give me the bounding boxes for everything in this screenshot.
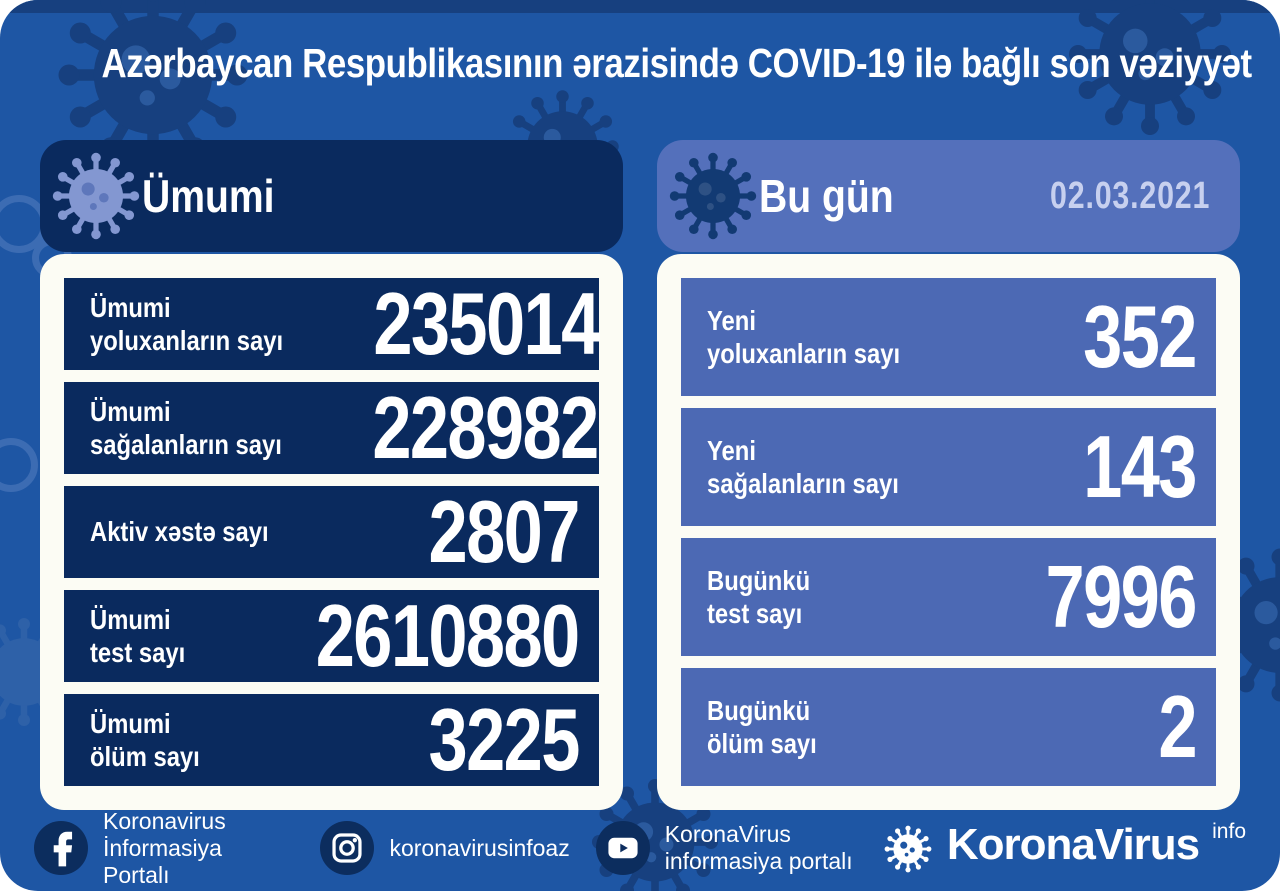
stat-row-total-recovered: Ümumi sağalanların sayı 228982 <box>64 382 599 474</box>
virus-icon <box>665 148 761 244</box>
top-strip-decoration <box>0 0 1280 13</box>
stat-row-today-deaths: Bugünkü ölüm sayı 2 <box>681 668 1216 786</box>
page-title: Azərbaycan Respublikasının ərazisində CO… <box>101 40 1252 86</box>
stat-value: 228982 <box>372 378 599 477</box>
stat-row-today-tests: Bugünkü test sayı 7996 <box>681 538 1216 656</box>
stat-label: Ümumi yoluxanların sayı <box>90 291 284 356</box>
stat-row-total-tests: Ümumi test sayı 2610880 <box>64 590 599 682</box>
stat-label: Bugünkü test sayı <box>707 564 811 629</box>
overall-header: Ümumi <box>40 140 623 252</box>
facebook-icon <box>34 821 88 875</box>
stat-value: 3225 <box>428 690 581 789</box>
stat-label: Ümumi ölüm sayı <box>90 707 200 772</box>
circle-decoration <box>0 438 38 492</box>
stat-row-new-recovered: Yeni sağalanların sayı 143 <box>681 408 1216 526</box>
stat-value: 235014 <box>373 274 601 373</box>
stat-label: Ümumi sağalanların sayı <box>90 395 282 460</box>
facebook-label: Koronavirus İnformasiya Portalı <box>103 807 226 888</box>
stat-row-active-cases: Aktiv xəstə sayı 2807 <box>64 486 599 578</box>
facebook-handle: Koronavirus İnformasiya Portalı <box>34 808 294 889</box>
stat-value: 352 <box>1083 287 1197 386</box>
youtube-label: KoronaVirus informasiya portalı <box>664 821 853 874</box>
stat-label: Bugünkü ölüm sayı <box>707 694 817 759</box>
stat-value: 2 <box>1158 677 1197 776</box>
today-header-label: Bu gün <box>759 170 894 222</box>
instagram-label: koronavirusinfoaz <box>389 834 570 861</box>
stat-label: Ümumi test sayı <box>90 603 186 668</box>
stat-label: Yeni yoluxanların sayı <box>707 304 901 369</box>
today-panel: Yeni yoluxanların sayı 352 Yeni sağalanlar… <box>657 254 1240 810</box>
brand-suffix: info <box>1212 820 1246 843</box>
today-header: Bu gün 02.03.2021 <box>657 140 1240 252</box>
instagram-handle: koronavirusinfoaz <box>320 821 570 875</box>
stat-row-new-infected: Yeni yoluxanların sayı 352 <box>681 278 1216 396</box>
footer: Koronavirus İnformasiya Portalı koronavi… <box>0 805 1280 891</box>
stat-label: Yeni sağalanların sayı <box>707 434 899 499</box>
stat-value: 143 <box>1083 417 1197 516</box>
virus-icon <box>48 148 144 244</box>
youtube-icon <box>595 821 650 875</box>
stat-row-total-deaths: Ümumi ölüm sayı 3225 <box>64 694 599 786</box>
brand-logo: KoronaVirus info <box>882 820 1246 875</box>
stat-label: Aktiv xəstə sayı <box>90 516 269 548</box>
stat-row-total-infected: Ümumi yoluxanların sayı 235014 <box>64 274 601 373</box>
overall-stats-section: Ümumi Ümumi yoluxanların sayı 235014 Ümum… <box>40 140 623 810</box>
youtube-handle: KoronaVirus informasiya portalı <box>595 821 856 875</box>
overall-panel: Ümumi yoluxanların sayı 235014 Ümumi sağal… <box>40 254 623 810</box>
virus-logo-icon <box>883 824 933 874</box>
today-stats-section: Bu gün 02.03.2021 Yeni yoluxanların sayı … <box>657 140 1240 810</box>
overall-header-label: Ümumi <box>142 170 275 222</box>
report-date: 02.03.2021 <box>1049 174 1210 217</box>
stat-value: 7996 <box>1045 547 1198 646</box>
brand-name: KoronaVirus <box>946 820 1200 869</box>
instagram-icon <box>320 821 375 875</box>
stat-value: 2807 <box>428 482 581 581</box>
stat-value: 2610880 <box>316 586 580 685</box>
